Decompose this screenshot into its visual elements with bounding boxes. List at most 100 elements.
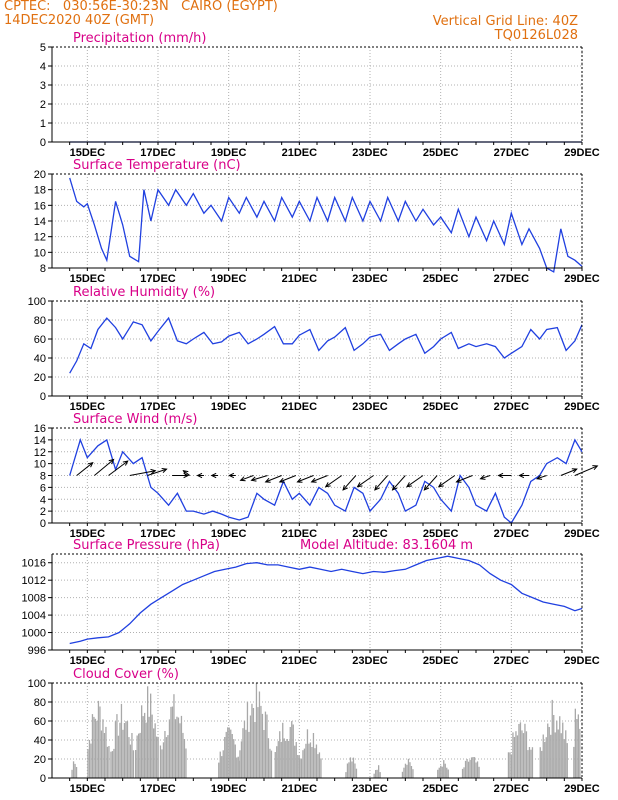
cloud-bar xyxy=(521,730,523,778)
wind-arrow xyxy=(311,475,328,483)
x-tick-label: 23DEC xyxy=(352,147,388,159)
cloud-bar xyxy=(309,742,312,778)
y-tick-label: 10 xyxy=(34,459,46,471)
cloud-bar xyxy=(577,714,579,778)
cloud-bar xyxy=(167,735,169,778)
cloud-bar xyxy=(276,746,278,778)
cloud-bar xyxy=(182,732,184,778)
cloud-bar xyxy=(446,767,448,778)
cloud-bar xyxy=(300,759,303,778)
wind-arrow xyxy=(536,475,547,480)
cloud-bar xyxy=(547,723,549,778)
cloud-bar xyxy=(122,729,124,778)
x-tick-label: 21DEC xyxy=(282,655,318,667)
wind-arrow xyxy=(183,470,191,476)
cloud-bar xyxy=(345,772,347,778)
y-tick-label: 40 xyxy=(34,353,46,365)
cloud-bar xyxy=(224,737,226,778)
cloud-bar xyxy=(183,739,186,778)
wind-arrow xyxy=(406,475,424,488)
cloud-bar xyxy=(576,719,578,778)
y-tick-label: 1 xyxy=(40,118,46,130)
y-tick-label: 20 xyxy=(34,169,46,181)
cloud-bar xyxy=(239,750,241,778)
wind-arrow-head xyxy=(108,458,115,465)
cloud-bar xyxy=(117,735,120,778)
cloud-bar xyxy=(303,748,306,778)
x-tick-label: 29DEC xyxy=(564,528,600,540)
x-tick-label: 27DEC xyxy=(494,401,530,413)
x-tick-label: 17DEC xyxy=(140,655,176,667)
cloud-bar xyxy=(544,741,546,778)
cloud-bar xyxy=(93,716,95,778)
x-tick-label: 15DEC xyxy=(70,273,106,285)
x-tick-label: 21DEC xyxy=(282,147,318,159)
header-station: CPTEC: 030:56E-30:23N CAIRO (EGYPT) xyxy=(4,0,278,14)
cloud-bar xyxy=(522,733,525,778)
wind-arrow-head xyxy=(196,472,203,479)
cloud-bar xyxy=(403,767,405,778)
wind-arrow-head xyxy=(182,470,189,476)
cloud-bar xyxy=(473,757,476,778)
y-tick-label: 8 xyxy=(40,263,46,275)
x-tick-label: 23DEC xyxy=(352,528,388,540)
cloud-bar xyxy=(96,720,98,778)
cloud-bar xyxy=(231,734,233,778)
y-tick-label: 4 xyxy=(40,61,46,73)
cloud-bar xyxy=(550,734,552,778)
wind-arrow-head xyxy=(310,477,317,483)
cloud-bar xyxy=(519,722,522,778)
x-tick-label: 17DEC xyxy=(140,401,176,413)
cloud-bar xyxy=(288,741,290,778)
wind-arrow-head xyxy=(250,476,257,482)
humidity-panel: 0 20 40 60 80 100 15DEC 17DEC 19DEC 21DEC 23DEC 25D… xyxy=(28,285,600,413)
y-tick-label: 1000 xyxy=(22,628,46,640)
wind-arrow-head xyxy=(296,477,303,483)
x-tick-label: 21DEC xyxy=(282,783,318,795)
x-tick-label: 21DEC xyxy=(282,401,318,413)
cloud-bar xyxy=(566,743,568,778)
x-tick-label: 25DEC xyxy=(423,273,459,285)
wind-arrow-head xyxy=(150,468,157,475)
wind-arrow xyxy=(423,475,438,491)
cloud-bar xyxy=(106,746,109,778)
cloud-bar xyxy=(110,751,112,778)
cloud-bar xyxy=(404,763,407,778)
cloud-bar xyxy=(463,767,465,778)
cloud-bar xyxy=(466,759,468,778)
cloud-bar xyxy=(126,721,129,778)
header-date: 14DEC2020 40Z (GMT) xyxy=(4,13,155,28)
cloud-bar xyxy=(467,761,470,778)
cloud-bar xyxy=(475,762,477,778)
cloud-bar xyxy=(132,750,135,778)
wind-arrow xyxy=(147,468,167,476)
x-tick-label: 15DEC xyxy=(70,783,106,795)
cloud-bar xyxy=(123,723,126,778)
cloud-bar xyxy=(528,747,531,778)
cloud-bar xyxy=(103,733,106,778)
cloud-bar xyxy=(355,768,358,778)
cloud-bar xyxy=(108,746,110,778)
x-tick-label: 25DEC xyxy=(423,783,459,795)
cloud-bar xyxy=(461,768,464,778)
y-tick-label: 80 xyxy=(34,697,46,709)
cloud-bar xyxy=(563,739,565,778)
cloud-bar xyxy=(260,705,262,778)
cloud-bar xyxy=(516,735,519,778)
cloud-bar xyxy=(234,744,236,778)
cloud-bar xyxy=(352,757,355,778)
cloud-bar xyxy=(156,736,158,778)
cloud-bar xyxy=(71,769,73,778)
cloud-bar xyxy=(141,705,143,778)
wind-arrow-head xyxy=(374,484,380,491)
cloud-bar xyxy=(221,756,223,778)
cloud-bar xyxy=(91,714,94,778)
wind-arrow-head xyxy=(518,472,525,479)
x-tick-label: 25DEC xyxy=(423,147,459,159)
y-tick-label: 80 xyxy=(34,315,46,327)
x-tick-label: 23DEC xyxy=(352,273,388,285)
wind-arrow-head xyxy=(161,467,168,473)
cloud-bar xyxy=(410,766,413,778)
wind-arrow-head xyxy=(228,472,235,479)
cloud-bar xyxy=(308,743,310,778)
